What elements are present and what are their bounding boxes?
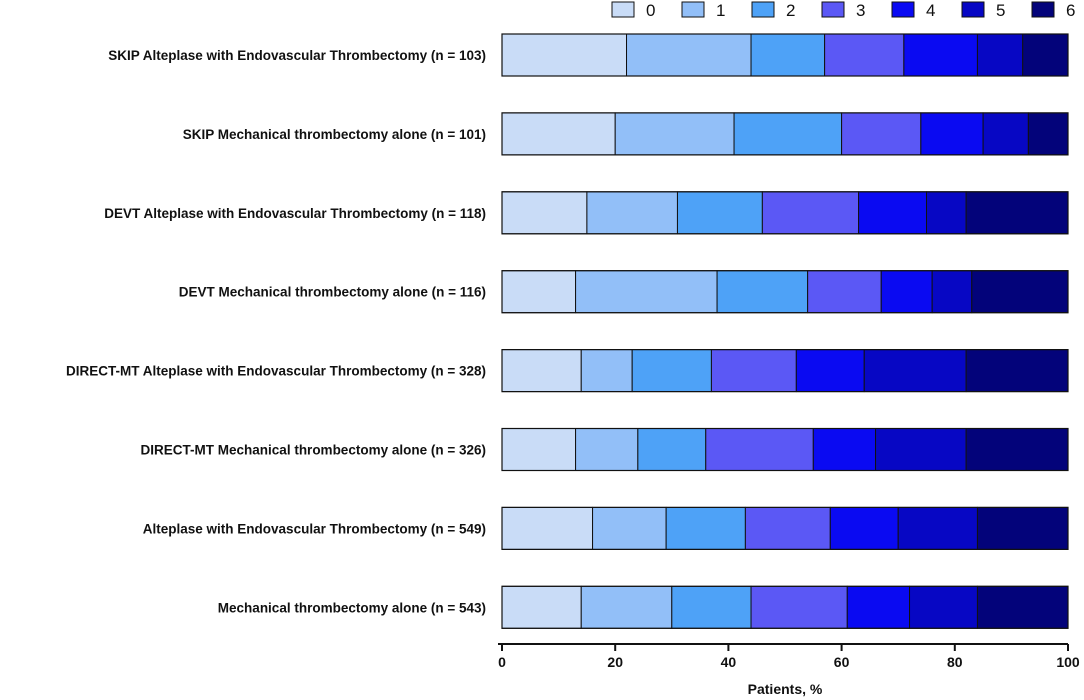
bar-segment-row1-mrs3	[841, 112, 922, 156]
bar-outline-row2	[501, 191, 1069, 235]
legend-label-mrs5: 5	[996, 1, 1005, 20]
bar-segment-row3-mrs2	[716, 270, 809, 314]
bar-outline-row6	[501, 506, 1069, 550]
category-label: Alteplase with Endovascular Thrombectomy…	[143, 521, 486, 536]
category-label: DEVT Mechanical thrombectomy alone (n = …	[179, 285, 486, 300]
bar-outline-row4	[501, 349, 1069, 393]
bar-segment-row2-mrs6	[965, 191, 1069, 235]
legend-swatch-mrs5	[961, 1, 985, 18]
legend-swatch-mrs1	[681, 1, 705, 18]
bar-segment-row6-mrs4	[829, 506, 899, 550]
bar-segment-row7-mrs4	[846, 585, 911, 629]
bar-segment-row2-mrs5	[926, 191, 967, 235]
x-tick-label: 80	[947, 654, 963, 670]
bar-segment-row1-mrs5	[982, 112, 1029, 156]
bar-segment-row0-mrs2	[750, 33, 826, 77]
bar-segment-row1-mrs1	[614, 112, 735, 156]
bar-segment-row0-mrs0	[501, 33, 628, 77]
bar-segment-row0-mrs3	[824, 33, 905, 77]
category-label: Mechanical thrombectomy alone (n = 543)	[218, 600, 486, 615]
legend-swatch-mrs6	[1031, 1, 1055, 18]
bar-segment-row4-mrs5	[863, 349, 967, 393]
bar-segment-row7-mrs5	[909, 585, 978, 629]
bar-segment-row2-mrs4	[858, 191, 928, 235]
bar-segment-row2-mrs1	[586, 191, 678, 235]
legend-label-mrs3: 3	[856, 1, 865, 20]
bar-segment-row7-mrs2	[671, 585, 752, 629]
legend-label-mrs2: 2	[786, 1, 795, 20]
x-axis-title: Patients, %	[748, 681, 823, 697]
bar-segment-row5-mrs3	[705, 428, 814, 471]
bar-segment-row6-mrs3	[744, 506, 831, 550]
legend-swatch-mrs3	[821, 1, 845, 18]
bar-segment-row4-mrs0	[501, 349, 582, 393]
bars	[501, 33, 1069, 629]
bar-segment-row4-mrs1	[580, 349, 633, 393]
bar-segment-row3-mrs0	[501, 270, 577, 314]
legend: 0 1 2 3 4 5 6	[611, 1, 1075, 20]
bar-outline-row7	[501, 585, 1069, 629]
x-axis: 0 20 40 60 80 100 Patients, %	[498, 643, 1080, 697]
bar-segment-row5-mrs0	[501, 428, 577, 471]
bar-segment-row7-mrs3	[750, 585, 848, 629]
bar-segment-row4-mrs3	[710, 349, 797, 393]
bar-segment-row5-mrs5	[875, 428, 967, 471]
legend-label-mrs1: 1	[716, 1, 725, 20]
bar-segment-row1-mrs6	[1027, 112, 1069, 156]
x-tick-label: 0	[498, 654, 506, 670]
bar-outline-row3	[501, 270, 1069, 314]
bar-segment-row5-mrs1	[575, 428, 639, 471]
x-tick-label: 40	[721, 654, 737, 670]
legend-label-mrs6: 6	[1066, 1, 1075, 20]
legend-swatch-mrs4	[891, 1, 915, 18]
category-labels: SKIP Alteplase with Endovascular Thrombe…	[66, 48, 486, 615]
bar-segment-row1-mrs4	[920, 112, 984, 156]
category-label: SKIP Alteplase with Endovascular Thrombe…	[108, 48, 486, 63]
bar-segment-row5-mrs6	[965, 428, 1069, 471]
x-tick-label: 100	[1056, 654, 1080, 670]
bar-segment-row0-mrs6	[1022, 33, 1069, 77]
bar-outline-row1	[501, 112, 1069, 156]
bar-segment-row5-mrs4	[812, 428, 877, 471]
bar-segment-row7-mrs6	[976, 585, 1069, 629]
bar-segment-row4-mrs4	[795, 349, 865, 393]
legend-swatch-mrs0	[611, 1, 635, 18]
x-tick-label: 60	[834, 654, 850, 670]
bar-segment-row2-mrs0	[501, 191, 588, 235]
bar-segment-row6-mrs6	[976, 506, 1069, 550]
x-tick-label: 20	[607, 654, 623, 670]
category-label: DIRECT-MT Alteplase with Endovascular Th…	[66, 364, 486, 379]
bar-segment-row1-mrs2	[733, 112, 843, 156]
bar-segment-row4-mrs2	[631, 349, 712, 393]
bar-segment-row0-mrs4	[903, 33, 978, 77]
legend-swatch-mrs2	[751, 1, 775, 18]
bar-segment-row0-mrs5	[976, 33, 1024, 77]
bar-segment-row5-mrs2	[637, 428, 707, 471]
bar-segment-row3-mrs4	[880, 270, 933, 314]
bar-segment-row7-mrs1	[580, 585, 673, 629]
bar-segment-row6-mrs1	[592, 506, 667, 550]
bar-segment-row6-mrs2	[665, 506, 746, 550]
bar-segment-row2-mrs3	[761, 191, 860, 235]
bar-segment-row3-mrs6	[971, 270, 1069, 314]
bar-segment-row4-mrs6	[965, 349, 1069, 393]
legend-label-mrs0: 0	[646, 1, 655, 20]
category-label: SKIP Mechanical thrombectomy alone (n = …	[183, 127, 486, 142]
bar-outline-row0	[501, 33, 1069, 77]
legend-label-mrs4: 4	[926, 1, 935, 20]
bar-outline-row5	[501, 427, 1069, 472]
category-label: DEVT Alteplase with Endovascular Thrombe…	[104, 206, 486, 221]
bar-segment-row3-mrs1	[575, 270, 718, 314]
category-label: DIRECT-MT Mechanical thrombectomy alone …	[141, 443, 486, 458]
bar-segment-row2-mrs2	[676, 191, 763, 235]
bar-segment-row6-mrs0	[501, 506, 594, 550]
bar-segment-row7-mrs0	[501, 585, 582, 629]
bar-segment-row3-mrs3	[807, 270, 882, 314]
bar-segment-row0-mrs1	[626, 33, 752, 77]
bar-segment-row6-mrs5	[897, 506, 978, 550]
bar-segment-row3-mrs5	[931, 270, 973, 314]
bar-segment-row1-mrs0	[501, 112, 616, 156]
